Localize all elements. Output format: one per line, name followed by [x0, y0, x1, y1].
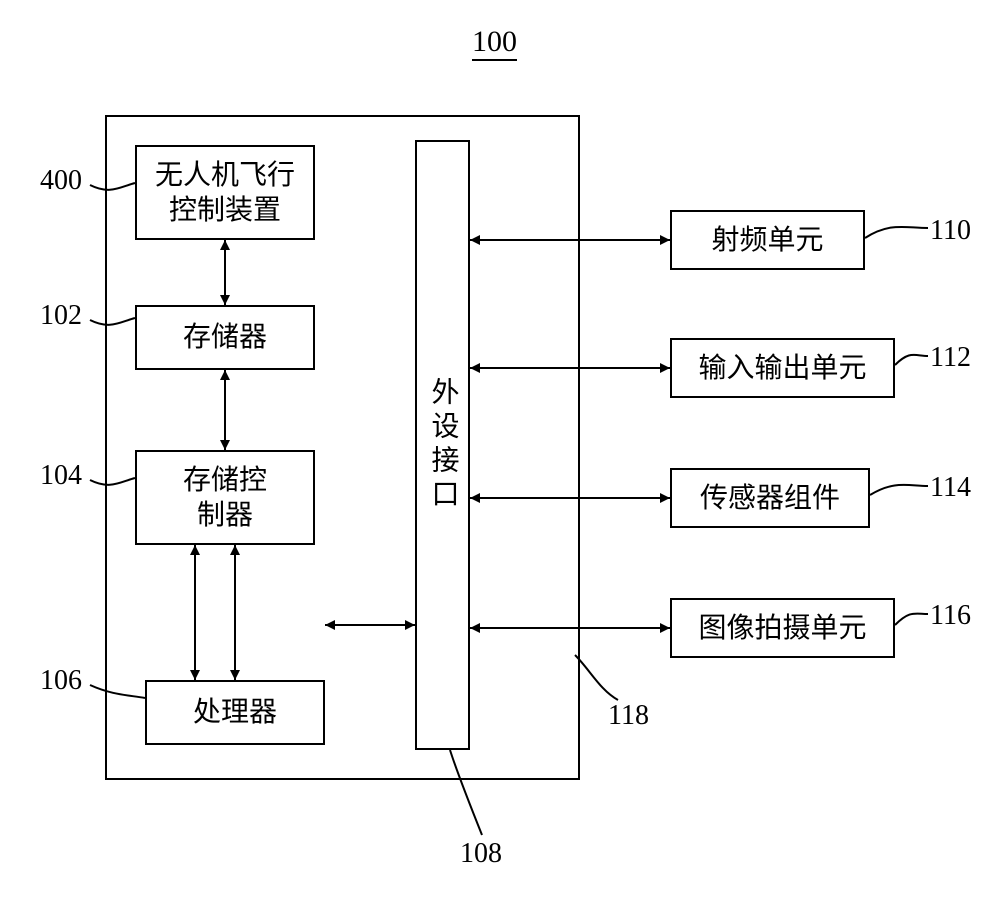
ref-118: 118 — [608, 700, 649, 732]
ref-102: 102 — [40, 300, 82, 332]
node-label: 外设接口 — [423, 377, 463, 513]
ref-104: 104 — [40, 460, 82, 492]
node-label: 图像拍摄单元 — [698, 611, 866, 646]
diagram-canvas: 100 无人机飞行控制装置 存储器 存储控制器 处理器 外设接口 射频单元 输入… — [0, 0, 1000, 897]
node-label: 处理器 — [193, 695, 277, 730]
node-processor: 处理器 — [145, 680, 325, 745]
l-118 — [575, 655, 618, 700]
ref-116: 116 — [930, 600, 971, 632]
l-110 — [865, 227, 928, 238]
node-uav-flight-control: 无人机飞行控制装置 — [135, 145, 315, 240]
ref-106: 106 — [40, 665, 82, 697]
node-label: 传感器组件 — [700, 481, 840, 516]
node-io-unit: 输入输出单元 — [670, 338, 895, 398]
node-image-capture-unit: 图像拍摄单元 — [670, 598, 895, 658]
ref-400: 400 — [40, 165, 82, 197]
node-peripheral-interface: 外设接口 — [415, 140, 470, 750]
node-label: 无人机飞行控制装置 — [155, 158, 295, 228]
ref-114: 114 — [930, 472, 971, 504]
node-label: 射频单元 — [711, 223, 823, 258]
ref-110: 110 — [930, 215, 971, 247]
node-memory: 存储器 — [135, 305, 315, 370]
node-memory-controller: 存储控制器 — [135, 450, 315, 545]
l-116 — [895, 614, 928, 625]
title-ref: 100 — [472, 25, 517, 61]
l-112 — [895, 355, 928, 365]
ref-112: 112 — [930, 342, 971, 374]
node-label: 存储控制器 — [183, 463, 267, 533]
ref-108: 108 — [460, 838, 502, 870]
node-rf-unit: 射频单元 — [670, 210, 865, 270]
l-114 — [870, 485, 928, 495]
node-label: 输入输出单元 — [698, 351, 866, 386]
node-label: 存储器 — [183, 320, 267, 355]
node-sensor-assembly: 传感器组件 — [670, 468, 870, 528]
